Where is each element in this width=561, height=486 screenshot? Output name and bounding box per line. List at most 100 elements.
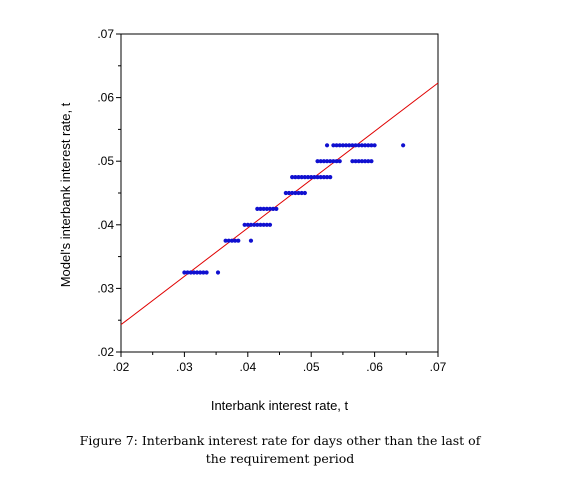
data-point [267,222,273,227]
caption-line-2: the requirement period [205,451,355,466]
data-point [264,206,269,211]
data-point [236,238,241,243]
y-tick-label: .03 [97,281,114,295]
data-point [331,159,336,164]
data-point [302,190,307,196]
data-point [324,143,330,148]
data-point [293,190,298,196]
data-point [305,175,311,180]
data-point [299,175,304,180]
data-point [233,238,238,243]
data-point [359,159,365,164]
data-point [226,238,231,243]
data-point [264,222,269,227]
data-point [215,270,221,275]
y-axis-ticks: .02 .03 .04 .05 .06 .07 [97,27,121,359]
data-point [356,159,361,164]
data-point [191,270,197,275]
data-point [229,238,235,243]
x-tick-label: .04 [239,360,256,374]
data-point [366,143,371,148]
data-point [309,175,314,180]
data-point [267,206,273,211]
data-point [315,159,320,164]
data-point [350,143,355,148]
data-point [293,175,298,180]
data-point [324,175,330,180]
data-point [258,206,263,211]
data-point [283,190,288,196]
caption-line-1: Figure 7: Interbank interest rate for da… [79,433,481,448]
x-tick-label: .05 [303,360,320,374]
data-point [182,270,187,275]
data-point [201,270,206,275]
data-point [372,143,377,148]
data-point [350,159,355,164]
data-point [248,238,254,243]
data-point [328,159,333,164]
y-tick-label: .06 [97,91,114,105]
y-axis-label: Model's interbank interest rate, t [58,102,73,287]
data-point [223,238,228,243]
y-tick-label: .07 [97,27,114,41]
data-point [255,206,260,211]
data-point [290,175,295,180]
x-axis-ticks: .02 .03 .04 .05 .06 .07 [113,352,447,374]
data-point [318,159,323,164]
data-point [198,270,203,275]
data-point [242,222,247,227]
data-point [356,143,361,148]
data-point [286,190,292,196]
data-point [255,222,260,227]
data-point [290,190,295,196]
data-point [347,143,352,148]
x-axis-label: Interbank interest rate, t [211,398,349,413]
x-tick-label: .06 [366,360,383,374]
data-point [258,222,263,227]
data-point [343,143,349,148]
data-point [188,270,193,275]
scatter-chart: .02 .03 .04 .05 .06 .07 .02 .03 .04 .05 .06 .07 In… [58,27,447,413]
data-point [321,175,326,180]
data-point [245,222,250,227]
data-point [274,206,279,211]
data-point [366,159,371,164]
y-tick-label: .04 [97,218,114,232]
data-point [369,143,374,148]
data-point [331,143,336,148]
data-point [204,270,209,275]
data-point [324,159,330,164]
data-point [194,270,200,275]
data-point [296,175,301,180]
data-point [362,159,368,164]
data-point [261,222,266,227]
data-point [337,143,342,148]
data-point [296,190,301,196]
data-point [334,143,339,148]
y-tick-label: .05 [97,154,114,168]
data-point [369,159,374,164]
data-point [353,143,358,148]
y-tick-label: .02 [97,345,114,359]
data-point [353,159,358,164]
data-point [248,222,254,227]
plot-area: .02 .03 .04 .05 .06 .07 .02 .03 .04 .05 .06 .07 [97,27,446,374]
data-point [315,175,320,180]
data-point [337,159,342,164]
plot-frame [120,33,439,353]
data-point [401,143,406,148]
data-point [340,143,345,148]
data-point [312,175,317,180]
fit-line [120,82,439,326]
data-point [261,206,266,211]
x-tick-label: .03 [176,360,193,374]
data-point [185,270,190,275]
data-point [334,159,339,164]
scatter-points [182,143,406,275]
figure-caption: Figure 7: Interbank interest rate for da… [30,432,530,468]
data-point [321,159,326,164]
data-point [359,143,365,148]
x-tick-label: .07 [430,360,447,374]
x-tick-label: .02 [113,360,130,374]
data-point [328,175,333,180]
